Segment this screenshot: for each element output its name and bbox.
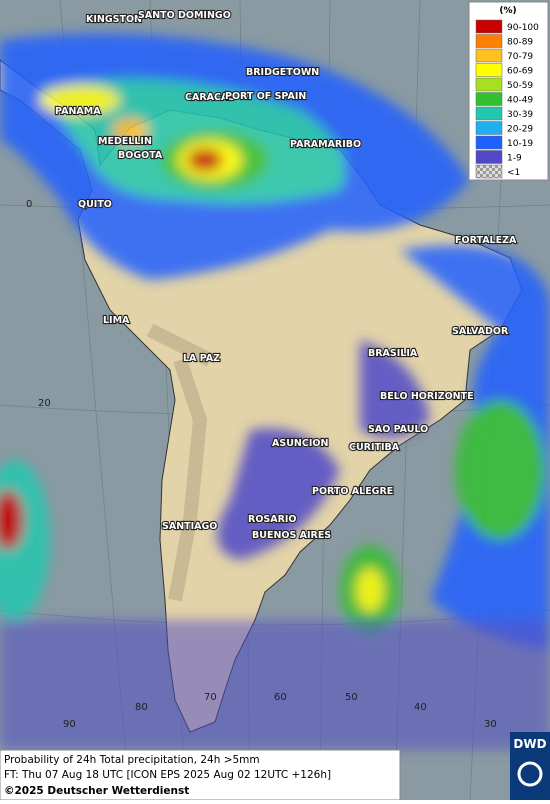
legend-label: 30-39 — [507, 110, 533, 120]
legend-swatch — [475, 121, 503, 135]
legend-swatch — [475, 106, 503, 121]
grid-label: 60 — [274, 692, 287, 703]
grid-label: 20 — [38, 398, 51, 409]
legend-label: 1-9 — [507, 154, 522, 164]
grid-label: 0 — [26, 199, 32, 210]
logo-icon — [517, 761, 543, 787]
precipitation — [0, 33, 550, 750]
grid-label: 90 — [63, 719, 76, 730]
legend-label: 90-100 — [507, 23, 539, 33]
city-label: KINGSTON — [86, 14, 142, 25]
city-label: MEDELLIN — [98, 136, 152, 147]
logo — [510, 732, 550, 800]
legend-swatch — [475, 150, 503, 164]
city-label: QUITO — [78, 199, 112, 210]
legend-label: 20-29 — [507, 125, 533, 135]
city-label: SANTIAGO — [162, 521, 217, 532]
grid-label: 80 — [135, 702, 148, 713]
city-label: LIMA — [103, 315, 130, 326]
city-label: PORTO ALEGRE — [312, 486, 393, 497]
legend-swatch — [475, 77, 503, 92]
legend-label: 70-79 — [507, 52, 533, 62]
grid-label: 50 — [345, 692, 358, 703]
city-label: CURITIBA — [349, 442, 400, 453]
city-label: PORT OF SPAIN — [225, 91, 306, 102]
legend-label: 10-19 — [507, 139, 533, 149]
legend-swatch — [475, 19, 503, 34]
city-label: BRIDGETOWN — [246, 67, 319, 78]
legend-swatch — [475, 63, 503, 77]
legend-label: 60-69 — [507, 67, 533, 77]
city-label: BOGOTA — [118, 150, 163, 161]
city-label: LA PAZ — [183, 353, 220, 364]
caption-line: ©2025 Deutscher Wetterdienst — [4, 785, 189, 797]
city-label: PANAMA — [55, 106, 101, 117]
city-label: ROSARIO — [248, 514, 297, 525]
city-label: ASUNCION — [272, 438, 328, 449]
caption-line: FT: Thu 07 Aug 18 UTC [ICON EPS 2025 Aug… — [4, 769, 331, 781]
legend-swatch — [475, 34, 503, 48]
caption-line: Probability of 24h Total precipitation, … — [4, 754, 260, 766]
legend-label: 80-89 — [507, 38, 533, 48]
city-label: BELO HORIZONTE — [380, 391, 474, 402]
grid-label: 70 — [204, 692, 217, 703]
city-label: BRASILIA — [368, 348, 418, 359]
grid-label: 40 — [414, 702, 427, 713]
city-label: CARACAS — [185, 92, 235, 103]
legend-swatch — [475, 164, 503, 179]
city-label: SAO PAULO — [368, 424, 428, 435]
andes — [146, 323, 214, 602]
grid-label: 30 — [484, 719, 497, 730]
caption-box — [0, 749, 401, 801]
legend-swatch — [475, 48, 503, 63]
legend-title: (%) — [499, 6, 516, 16]
logo-text: DWD — [513, 737, 546, 751]
legend-label: 40-49 — [507, 96, 533, 106]
city-label: SALVADOR — [452, 326, 509, 337]
city-label: BUENOS AIRES — [252, 530, 331, 541]
city-label: SANTO DOMINGO — [138, 10, 231, 21]
legend-swatch — [475, 135, 503, 150]
city-label: PARAMARIBO — [290, 139, 361, 150]
city-label: FORTALEZA — [455, 235, 517, 246]
legend-label: 50-59 — [507, 81, 533, 91]
legend-swatch — [475, 92, 503, 106]
legend-label: <1 — [507, 168, 520, 178]
